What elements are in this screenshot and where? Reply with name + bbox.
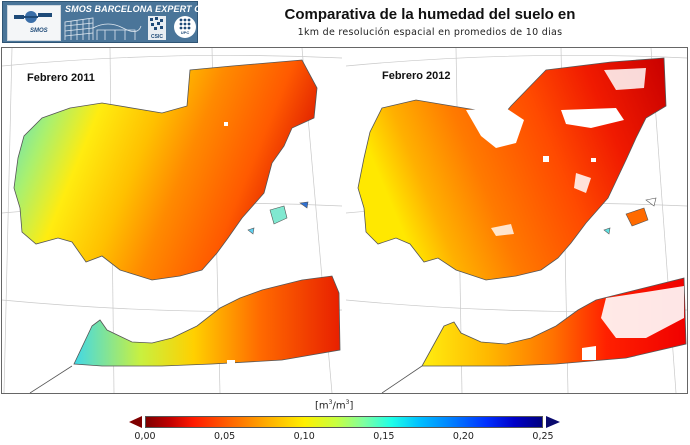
colorbar-unit-label: [m3/m3] [315, 399, 354, 412]
page-subtitle: 1km de resolución espacial en promedios … [297, 27, 563, 38]
panel-label-2011: Febrero 2011 [27, 72, 95, 84]
map-panel-2012: Febrero 2012 [346, 48, 687, 393]
csic-logo: CSIC [148, 16, 166, 40]
coastline [29, 365, 73, 393]
upc-logo: UPC [174, 16, 196, 38]
no-data-patch [227, 360, 235, 366]
ibiza-2012 [603, 227, 611, 235]
coastline [381, 365, 423, 393]
smos-satellite-logo: SMOS [7, 5, 61, 41]
colorbar-tick: 0,00 [134, 431, 156, 442]
panel-label-2012: Febrero 2012 [382, 70, 451, 82]
balearic-islands-2012 [625, 207, 649, 227]
colorbar-tick: 0,10 [293, 431, 315, 442]
no-data-patch [224, 122, 228, 126]
map-panel-2011: Febrero 2011 [2, 48, 342, 393]
building-drawing-icon [64, 17, 142, 40]
iberia-region-2012 [357, 57, 667, 281]
colorbar-tick: 0,15 [373, 431, 395, 442]
balearic-islands-2011 [269, 205, 288, 225]
soil-moisture-map-2012 [346, 48, 687, 393]
no-data-patches [466, 68, 646, 236]
colorbar-tick: 0,05 [214, 431, 236, 442]
colorbar-low-extend-arrow [129, 416, 142, 428]
soil-moisture-map-2011 [2, 48, 342, 393]
menorca-2012 [645, 197, 657, 207]
africa-no-data-patches [582, 286, 684, 360]
csic-label: CSIC [151, 34, 163, 40]
iberia-region-2011 [13, 59, 318, 281]
colorbar-high-extend-arrow [546, 416, 560, 428]
logo-title: SMOS BARCELONA EXPERT CENTRE [65, 4, 232, 14]
csic-pattern-icon [150, 17, 163, 30]
smos-bec-logo: SMOS SMOS BARCELONA EXPERT CENTRE CSIC U… [2, 1, 232, 43]
colorbar-ticks: 0,00 0,05 0,10 0,15 0,20 0,25 [134, 431, 553, 443]
north-africa-region-2011 [73, 275, 341, 367]
satellite-icon [14, 11, 52, 23]
colorbar [145, 416, 543, 428]
colorbar-tick: 0,20 [452, 431, 474, 442]
upc-label: UPC [180, 30, 190, 35]
ibiza-2011 [247, 227, 255, 235]
page-title: Comparativa de la humedad del suelo en [284, 6, 576, 23]
menorca-2011 [299, 201, 309, 209]
colorbar-tick: 0,25 [532, 431, 554, 442]
smos-label: SMOS [30, 28, 48, 34]
upc-dots-icon [179, 18, 191, 30]
